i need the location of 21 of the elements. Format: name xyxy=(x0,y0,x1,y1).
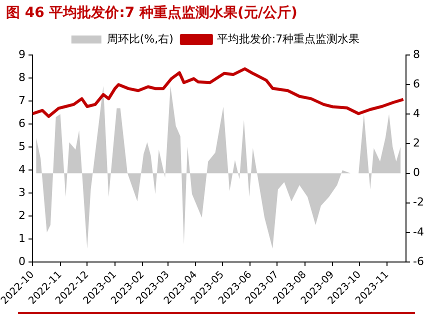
chart-title: 图 46 平均批发价:7 种重点监测水果(元/公斤) xyxy=(5,4,298,23)
y-tick-label: 9 xyxy=(18,48,26,61)
y-tick-label: 3 xyxy=(18,186,26,199)
y2-tick-label: 4 xyxy=(413,106,420,120)
y2-tick-label: 6 xyxy=(413,77,420,90)
y2-tick-label: -6 xyxy=(413,254,424,268)
y-tick-label: 1 xyxy=(18,232,26,245)
y-tick-label: 8 xyxy=(18,70,26,84)
legend-label: 平均批发价:7种重点监测水果 xyxy=(216,32,360,46)
y2-tick-label: -2 xyxy=(413,196,424,209)
y2-tick-label: 0 xyxy=(413,166,420,180)
y-tick-label: 2 xyxy=(18,208,26,222)
y2-tick-label: 8 xyxy=(413,48,420,61)
legend-label: 周环比(%,右) xyxy=(106,32,174,46)
y-tick-label: 4 xyxy=(18,162,26,176)
y-tick-label: 7 xyxy=(18,94,26,107)
y-tick-label: 5 xyxy=(18,140,26,153)
y-tick-label: 0 xyxy=(18,254,26,268)
y2-tick-label: 2 xyxy=(413,136,420,150)
y2-tick-label: -4 xyxy=(413,225,424,238)
y-tick-label: 6 xyxy=(18,116,26,130)
